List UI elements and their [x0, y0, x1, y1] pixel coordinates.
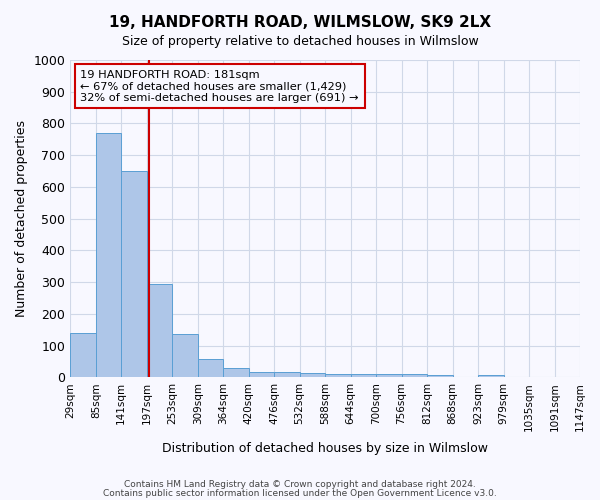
Bar: [121, 171, 147, 378]
Bar: [299, 372, 325, 378]
Bar: [172, 334, 198, 378]
Bar: [96, 133, 121, 378]
Text: 19 HANDFORTH ROAD: 181sqm
← 67% of detached houses are smaller (1,429)
32% of se: 19 HANDFORTH ROAD: 181sqm ← 67% of detac…: [80, 70, 359, 102]
Bar: [223, 368, 248, 378]
Text: Contains HM Land Registry data © Crown copyright and database right 2024.: Contains HM Land Registry data © Crown c…: [124, 480, 476, 489]
Bar: [248, 372, 274, 378]
Bar: [478, 374, 503, 378]
Bar: [427, 374, 452, 378]
Text: Contains public sector information licensed under the Open Government Licence v3: Contains public sector information licen…: [103, 488, 497, 498]
Bar: [350, 374, 376, 378]
Bar: [274, 372, 299, 378]
Bar: [70, 332, 96, 378]
Bar: [325, 374, 350, 378]
Y-axis label: Number of detached properties: Number of detached properties: [15, 120, 28, 317]
Bar: [401, 374, 427, 378]
Text: Size of property relative to detached houses in Wilmslow: Size of property relative to detached ho…: [122, 35, 478, 48]
Text: 19, HANDFORTH ROAD, WILMSLOW, SK9 2LX: 19, HANDFORTH ROAD, WILMSLOW, SK9 2LX: [109, 15, 491, 30]
Bar: [198, 359, 223, 378]
Bar: [376, 374, 401, 378]
Bar: [147, 284, 172, 378]
X-axis label: Distribution of detached houses by size in Wilmslow: Distribution of detached houses by size …: [162, 442, 488, 455]
